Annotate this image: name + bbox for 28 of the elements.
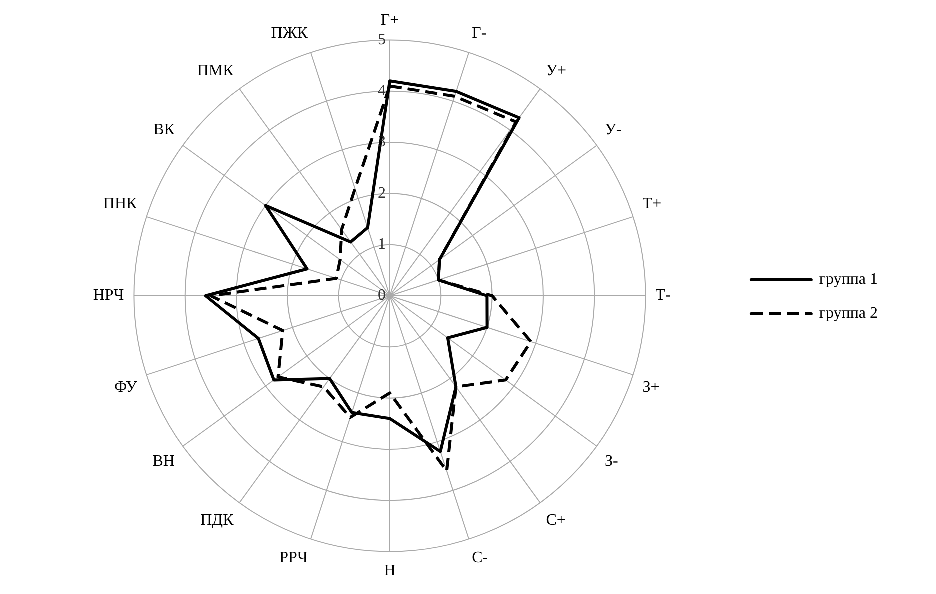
y-tick-label: 4: [378, 82, 386, 100]
spoke-label: ПНК: [103, 195, 138, 212]
y-tick-label: 2: [378, 184, 386, 202]
spoke-label: Г+: [380, 12, 400, 29]
y-tick-label: 1: [378, 236, 386, 254]
spoke-label: З-: [605, 453, 618, 470]
spoke-label: ПМК: [197, 62, 234, 80]
spoke-label: РРЧ: [280, 550, 308, 567]
spoke-label: У-: [605, 121, 622, 138]
spoke-label: ПЖК: [271, 24, 308, 42]
legend-label: группа 2: [819, 305, 878, 322]
spoke-label: Т+: [642, 195, 662, 212]
y-tick-label: 5: [378, 31, 386, 48]
spoke-label: Н: [384, 562, 396, 580]
spoke-label: ВК: [154, 121, 176, 138]
y-tick-label: 0: [378, 287, 386, 304]
legend-label: группа 1: [819, 271, 878, 288]
spoke-label: НРЧ: [93, 287, 124, 304]
spoke-label: ВН: [152, 453, 176, 470]
spoke-label: Т-: [656, 287, 671, 304]
spoke-label: Г-: [472, 24, 487, 42]
spoke-label: ПДК: [200, 512, 234, 529]
y-tick-label: 3: [378, 134, 386, 151]
spoke-label: ФУ: [114, 378, 138, 396]
spoke-label: С+: [546, 512, 566, 529]
spoke-label: У+: [546, 62, 567, 80]
spoke-label: З+: [642, 378, 660, 396]
spoke-label: С-: [472, 550, 488, 567]
